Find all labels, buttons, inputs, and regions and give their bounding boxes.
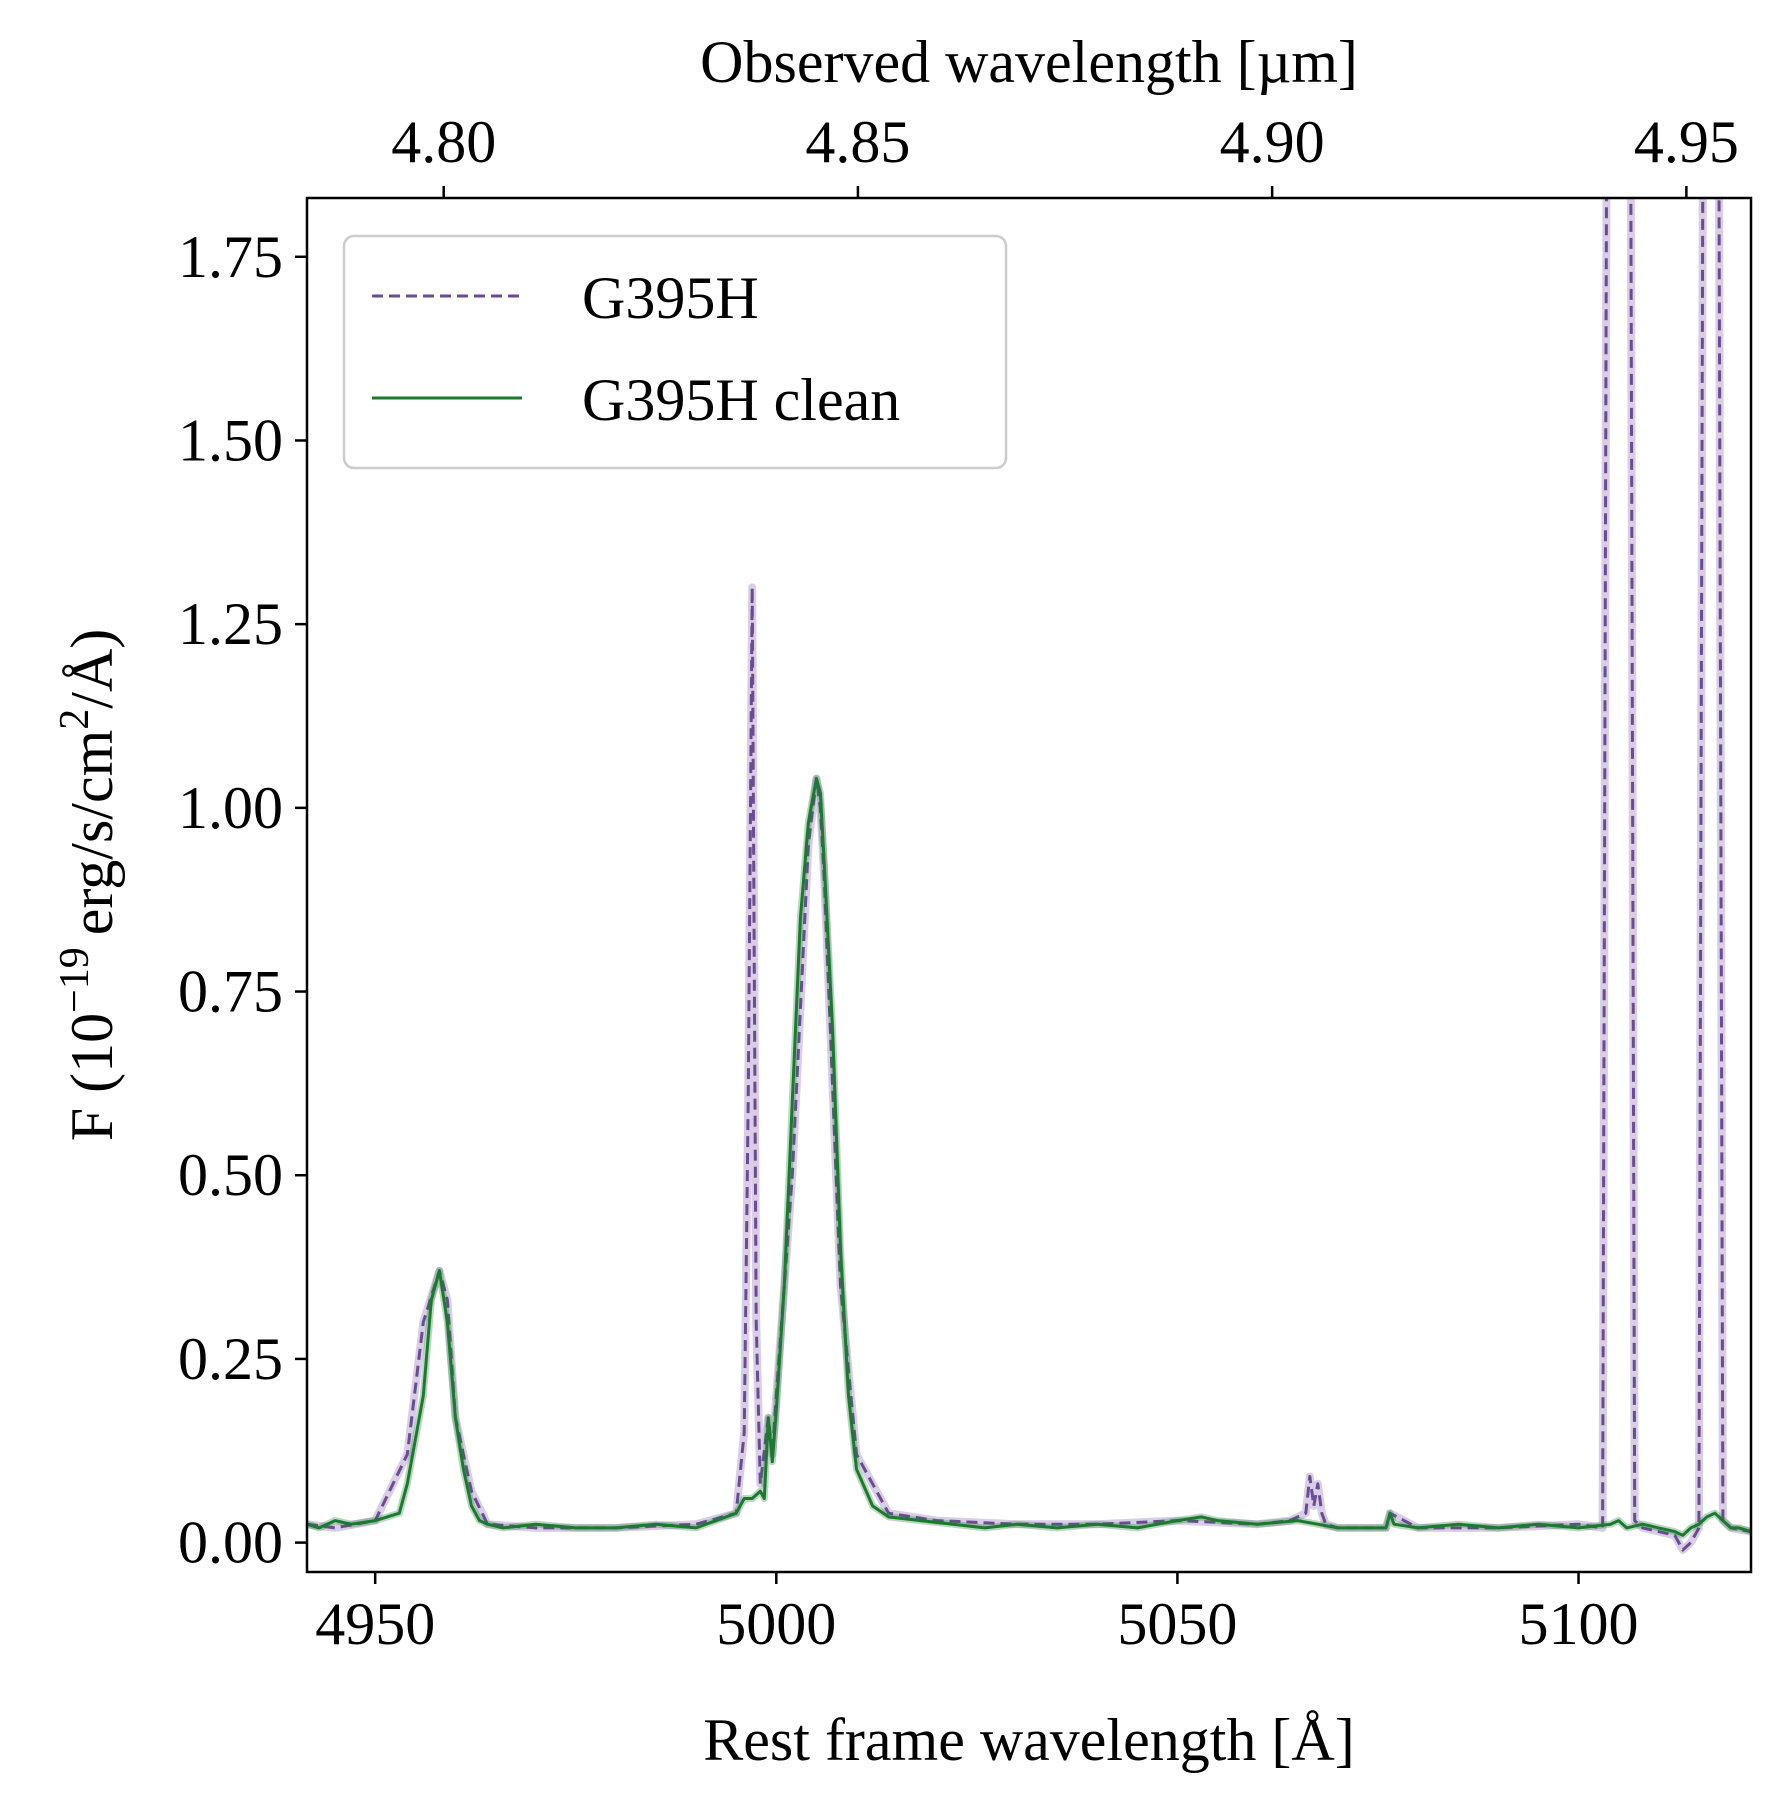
legend-label-g395h-clean: G395H clean	[582, 367, 900, 433]
legend: G395H G395H clean	[342, 234, 1008, 470]
y-axis-label-units: erg/s/cm	[59, 730, 125, 936]
x2-tick-label: 4.85	[805, 109, 910, 175]
legend-box	[342, 234, 1008, 470]
y-tick-label: 1.25	[178, 591, 283, 657]
y-axis-label-main: F (10	[59, 1013, 125, 1141]
x-tick-label: 4950	[315, 1591, 435, 1657]
x-tick-label: 5050	[1117, 1591, 1237, 1657]
x2-tick-label: 4.80	[391, 109, 496, 175]
x-axis-label: Rest frame wavelength [Å]	[703, 1707, 1354, 1773]
y-tick-label: 1.75	[178, 224, 283, 290]
series-layer	[307, 198, 1751, 1554]
y-tick-label: 1.00	[178, 775, 283, 841]
x2-tick-label: 4.90	[1220, 109, 1325, 175]
x-tick-label: 5000	[716, 1591, 836, 1657]
y-tick-label: 1.50	[178, 407, 283, 473]
legend-label-g395h: G395H	[582, 265, 759, 331]
y-axis-label-squared: 2	[52, 709, 98, 730]
x2-axis-label: Observed wavelength [µm]	[700, 29, 1358, 95]
y-tick-label: 0.50	[178, 1142, 283, 1208]
x-tick-label: 5100	[1519, 1591, 1639, 1657]
y-tick-label: 0.00	[178, 1510, 283, 1576]
series-g395h-clean-line	[307, 777, 1751, 1537]
y-tick-label: 0.75	[178, 959, 283, 1025]
ticks-layer: 4950 5000 5050 5100 4.80 4.85 4.90 4.95 0.00 0.25…	[178, 109, 1739, 1657]
y-axis-label: F (10−19 erg/s/cm2/Å)	[52, 629, 125, 1142]
y-axis-label-tail: /Å)	[59, 629, 125, 709]
y-tick-label: 0.25	[178, 1326, 283, 1392]
plot-frame	[305, 196, 1753, 1574]
x2-tick-label: 4.95	[1634, 109, 1739, 175]
y-axis-label-exponent: −19	[52, 947, 98, 1013]
series-g395h-clean-band	[307, 775, 1751, 1539]
